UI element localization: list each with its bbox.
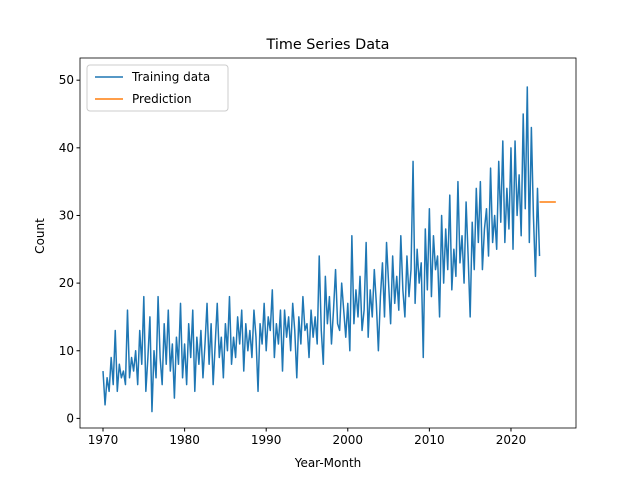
x-axis-label: Year-Month: [294, 456, 362, 470]
x-tick-label: 2000: [333, 433, 364, 447]
y-tick-label: 40: [59, 141, 74, 155]
x-tick-label: 1980: [169, 433, 200, 447]
y-axis-label: Count: [33, 218, 47, 254]
plot-frame: [79, 57, 577, 429]
y-tick-label: 30: [59, 208, 74, 222]
y-tick-label: 10: [59, 344, 74, 358]
y-tick-label: 50: [59, 73, 74, 87]
x-tick-label: 1970: [88, 433, 119, 447]
x-tick-label: 1990: [251, 433, 282, 447]
x-tick-label: 2010: [414, 433, 445, 447]
y-tick-label: 0: [66, 411, 74, 425]
x-tick-label: 2020: [496, 433, 527, 447]
legend-label: Prediction: [132, 92, 192, 106]
chart-title: Time Series Data: [266, 37, 390, 53]
legend-label: Training data: [131, 70, 210, 84]
y-tick-label: 20: [59, 276, 74, 290]
data-line: [102, 86, 541, 413]
